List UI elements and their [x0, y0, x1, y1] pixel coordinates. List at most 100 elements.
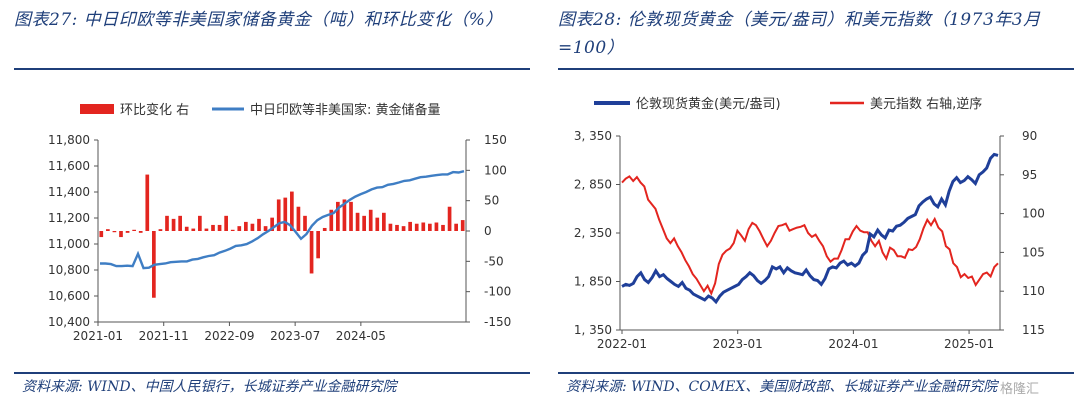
right-y-tick-label: 100 — [484, 163, 507, 177]
legend-line-label: 中日印欧等非美国家: 黄金储备量 — [250, 102, 441, 118]
change-bar — [296, 206, 301, 231]
x-tick-label: 2021-11 — [139, 329, 189, 343]
change-bar — [460, 220, 465, 231]
legend-bar-swatch — [80, 104, 114, 114]
change-bar — [290, 191, 294, 231]
left-y-tick-label: 2, 350 — [574, 226, 612, 240]
change-bar — [414, 223, 419, 231]
left-y-tick-label: 11,400 — [48, 185, 90, 199]
change-bar — [276, 199, 281, 231]
reserve-line — [100, 170, 465, 270]
dollar-index-line — [621, 175, 999, 297]
left-y-tick-label: 11,000 — [48, 237, 90, 251]
x-tick-label: 2024-01 — [828, 337, 878, 351]
change-bar — [441, 224, 445, 231]
change-bar — [434, 222, 439, 231]
change-bar — [145, 174, 150, 231]
change-bar — [401, 226, 406, 231]
left-source-note: 资料来源: WIND、中国人民银行，长城证券产业金融研究院 — [22, 379, 397, 395]
change-bar — [217, 224, 222, 231]
gold-price-line — [621, 152, 999, 305]
right-figure-panel: 图表28: 伦敦现货黄金（美元/盎司）和美元指数（1973年3月=100） 1,… — [544, 0, 1080, 405]
change-bar — [322, 227, 327, 231]
change-bar — [158, 229, 163, 231]
change-bar — [211, 224, 215, 231]
left-y-tick-label: 2, 850 — [574, 178, 612, 192]
left-y-tick-label: 10,400 — [48, 315, 90, 329]
right-source-divider — [558, 372, 1074, 374]
left-chart-canvas: 10,400 10,600 10,800 11,000 11,200 11,400 11,6… — [48, 102, 511, 343]
change-bar — [454, 223, 458, 231]
change-bar — [355, 212, 360, 231]
right-y-tick-label: -50 — [484, 254, 504, 268]
legend-bar-label: 环比变化 右 — [120, 102, 189, 118]
x-tick-label: 2024-05 — [336, 329, 386, 343]
change-bar — [336, 201, 340, 231]
change-bar — [408, 221, 412, 231]
left-y-tick-label: 11,800 — [48, 133, 90, 147]
change-bar — [198, 215, 202, 231]
change-bar — [138, 231, 143, 233]
left-source-divider — [14, 372, 530, 374]
left-y-tick-label: 1, 350 — [574, 323, 612, 337]
x-tick-label: 2025-01 — [944, 337, 994, 351]
change-bar — [368, 209, 373, 231]
x-tick-label: 2023-01 — [713, 337, 763, 351]
right-y-tick-label: 90 — [1022, 129, 1037, 143]
right-y-tick-label: -100 — [484, 285, 511, 299]
change-bar — [329, 209, 334, 231]
change-bar — [237, 226, 242, 231]
left-figure-panel: 图表27: 中日印欧等非美国家储备黄金（吨）和环比变化（%） 10,400 10,… — [0, 0, 536, 405]
change-bar — [171, 218, 176, 231]
legend-gold-label: 伦敦现货黄金(美元/盎司) — [636, 96, 781, 112]
right-chart-canvas: 1, 350 1, 850 2, 350 2, 850 3, 350 90 95 100 105… — [574, 96, 1045, 351]
change-bar — [106, 229, 110, 231]
change-bar — [132, 229, 136, 231]
right-y-tick-label: -150 — [484, 315, 511, 329]
change-bar — [119, 231, 123, 238]
change-bar — [382, 212, 386, 231]
right-y-tick-label: 95 — [1022, 168, 1037, 182]
change-bar — [230, 229, 235, 231]
right-y-tick-label: 100 — [1022, 207, 1045, 221]
x-tick-label: 2022-09 — [204, 329, 254, 343]
change-bar — [178, 215, 182, 231]
right-y-tick-label: 150 — [484, 133, 507, 147]
change-bar — [204, 228, 209, 231]
right-y-tick-label: 115 — [1022, 323, 1045, 337]
left-y-tick-label: 11,200 — [48, 211, 90, 225]
change-bar — [125, 231, 130, 233]
x-tick-label: 2021-01 — [73, 329, 123, 343]
change-bar — [250, 223, 255, 231]
change-bar — [165, 215, 169, 231]
left-y-tick-label: 10,800 — [48, 263, 90, 277]
change-bar — [349, 201, 353, 231]
left-title-divider — [14, 68, 530, 70]
change-bar — [112, 231, 117, 233]
change-bar — [388, 223, 393, 231]
left-y-tick-label: 3, 350 — [574, 129, 612, 143]
change-bar — [270, 217, 274, 231]
right-y-tick-label: 110 — [1022, 284, 1045, 298]
change-bar — [447, 206, 452, 231]
change-bar — [375, 217, 380, 231]
left-y-tick-label: 11,600 — [48, 159, 90, 173]
change-bar — [428, 223, 432, 231]
change-bar — [244, 221, 248, 231]
change-bar — [395, 224, 399, 231]
right-title-divider — [558, 68, 1074, 70]
legend-dollar-label: 美元指数 右轴,逆序 — [870, 96, 982, 112]
right-figure-title: 图表28: 伦敦现货黄金（美元/盎司）和美元指数（1973年3月=100） — [558, 10, 1041, 58]
change-bar — [362, 215, 366, 231]
left-y-tick-label: 10,600 — [48, 289, 90, 303]
x-tick-label: 2023-07 — [270, 329, 320, 343]
right-y-tick-label: 50 — [484, 194, 499, 208]
x-tick-label: 2022-01 — [597, 337, 647, 351]
change-bar — [99, 231, 104, 238]
change-bar — [257, 218, 261, 231]
change-bar — [309, 231, 314, 274]
left-y-tick-label: 1, 850 — [574, 275, 612, 289]
change-bar — [342, 199, 347, 231]
right-y-tick-label: 105 — [1022, 245, 1045, 259]
change-bar — [191, 228, 196, 231]
